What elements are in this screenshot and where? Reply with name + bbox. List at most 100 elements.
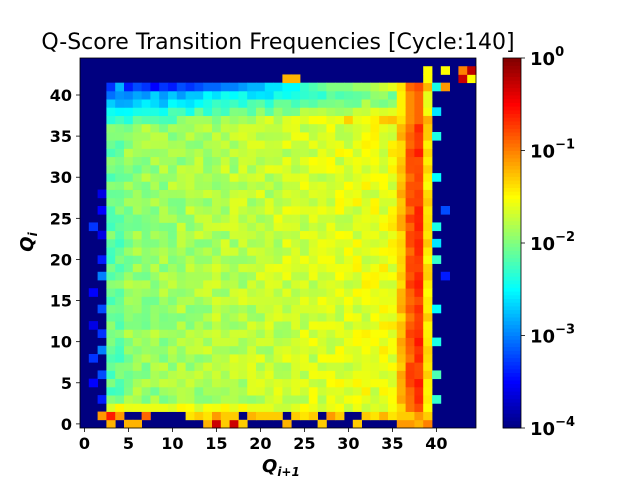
heatmap-cell (396, 345, 406, 355)
heatmap-cell (106, 370, 116, 380)
heatmap-cell (326, 132, 336, 141)
heatmap-cell (141, 197, 151, 207)
heatmap-cell (115, 362, 125, 371)
heatmap-cell (335, 296, 345, 306)
heatmap-cell (106, 115, 116, 125)
heatmap-cell (264, 164, 274, 174)
heatmap-cell (97, 411, 107, 421)
heatmap-cell (168, 304, 178, 314)
heatmap-cell (203, 345, 213, 355)
heatmap-cell (308, 222, 318, 232)
heatmap-cell (300, 362, 310, 371)
heatmap-cell (212, 90, 222, 100)
heatmap-cell (194, 189, 204, 199)
heatmap-cell (423, 411, 433, 421)
heatmap-cell (264, 296, 274, 306)
heatmap-cell (106, 214, 116, 223)
heatmap-cell (124, 288, 134, 297)
heatmap-cell (212, 99, 222, 108)
heatmap-cell (308, 156, 318, 166)
heatmap-cell (405, 132, 415, 141)
heatmap-cell (132, 395, 142, 404)
plot-area (79, 57, 477, 429)
heatmap-cell (308, 181, 318, 190)
heatmap-cell (361, 403, 371, 412)
heatmap-cell (168, 173, 178, 182)
heatmap-cell (352, 403, 362, 412)
heatmap-cell (396, 82, 406, 92)
heatmap-cell (396, 115, 406, 125)
heatmap-cell (291, 304, 301, 314)
heatmap-cell (194, 197, 204, 207)
heatmap-cell (194, 90, 204, 100)
heatmap-cell (300, 156, 310, 166)
colorbar-segment (503, 91, 521, 96)
colorbar-segment (503, 313, 521, 318)
heatmap-cell (229, 230, 239, 240)
heatmap-cell (212, 419, 222, 429)
heatmap-cell (344, 238, 354, 248)
heatmap-cell (291, 222, 301, 232)
heatmap-cell (256, 132, 266, 141)
heatmap-cell (106, 312, 116, 322)
heatmap-cell (335, 337, 345, 347)
heatmap-cell (396, 411, 406, 421)
heatmap-cell (238, 99, 248, 108)
heatmap-cell (220, 304, 230, 314)
heatmap-cell (344, 337, 354, 347)
heatmap-cell (229, 164, 239, 174)
heatmap-cell (264, 321, 274, 330)
heatmap-cell (414, 222, 424, 232)
heatmap-cell (168, 230, 178, 240)
heatmap-cell (264, 329, 274, 338)
heatmap-cell (115, 263, 125, 273)
heatmap-cell (150, 304, 160, 314)
heatmap-cell (141, 140, 151, 149)
heatmap-cell (344, 90, 354, 100)
colorbar-segment (503, 342, 521, 348)
heatmap-cell (247, 255, 257, 264)
heatmap-cell (256, 329, 266, 338)
heatmap-cell (282, 345, 292, 355)
heatmap-cell (414, 189, 424, 199)
heatmap-cell (264, 107, 274, 116)
heatmap-cell (115, 271, 125, 281)
heatmap-cell (326, 82, 336, 92)
heatmap-cell (291, 395, 301, 404)
heatmap-cell (352, 304, 362, 314)
heatmap-cell (414, 140, 424, 149)
colorbar-segment (503, 346, 521, 351)
heatmap-cell (141, 107, 151, 116)
heatmap-cell (317, 115, 327, 125)
heatmap-cell (124, 82, 134, 92)
heatmap-cell (317, 90, 327, 100)
heatmap-cell (388, 362, 398, 371)
heatmap-cell (335, 197, 345, 207)
heatmap-cell (150, 173, 160, 182)
heatmap-cell (132, 370, 142, 380)
heatmap-cell (212, 280, 222, 289)
heatmap-cell (423, 403, 433, 412)
heatmap-cell (106, 156, 116, 166)
heatmap-cell (168, 321, 178, 330)
heatmap-cell (291, 247, 301, 256)
heatmap-cell (132, 255, 142, 264)
heatmap-cell (282, 214, 292, 223)
heatmap-cell (291, 115, 301, 125)
heatmap-cell (423, 395, 433, 404)
heatmap-cell (405, 181, 415, 190)
heatmap-cell (141, 173, 151, 182)
heatmap-cell (335, 181, 345, 190)
x-tick-label: 0 (79, 434, 90, 453)
heatmap-cell (361, 304, 371, 314)
heatmap-cell (159, 181, 169, 190)
heatmap-cell (229, 411, 239, 421)
heatmap-cell (176, 197, 186, 207)
heatmap-cell (352, 197, 362, 207)
colorbar-segment (503, 379, 521, 385)
heatmap-cell (247, 156, 257, 166)
heatmap-cell (308, 107, 318, 116)
heatmap-cell (361, 222, 371, 232)
colorbar-segment (503, 368, 521, 373)
heatmap-cell (264, 115, 274, 125)
